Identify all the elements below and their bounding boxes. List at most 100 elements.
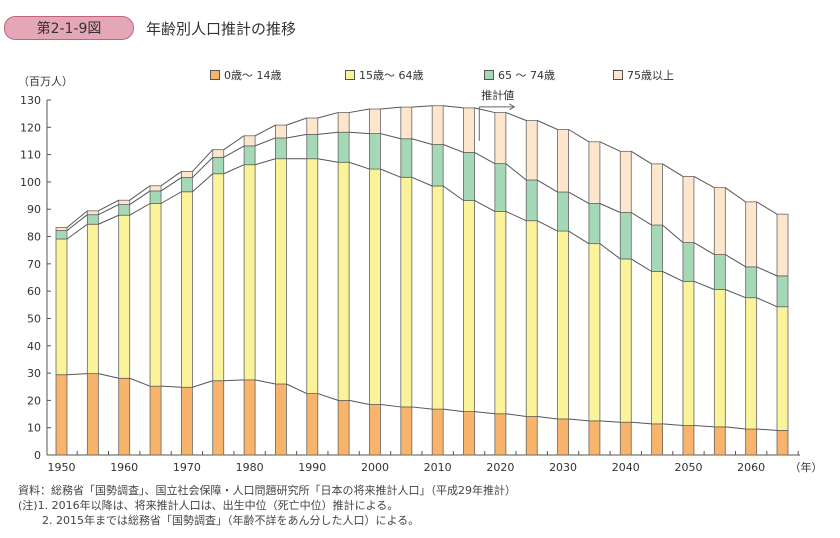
- bar-segment-15-64: [557, 230, 569, 420]
- bar-segment-75plus: [212, 149, 225, 158]
- connector-line: [254, 124, 276, 137]
- connector-line: [286, 133, 307, 139]
- connector-line: [568, 191, 590, 204]
- bar-segment-15-64: [713, 289, 726, 428]
- connector-line: [380, 403, 401, 408]
- x-tick-label: 2050: [674, 461, 702, 474]
- legend-item-65-74: 65 ～ 74歳: [484, 67, 555, 83]
- connector-line: [192, 149, 214, 172]
- bar-segment-15-64: [682, 280, 695, 426]
- bar-segment-0-14: [588, 420, 601, 456]
- bar-segment-65-74: [212, 156, 225, 175]
- connector-line: [286, 117, 307, 126]
- bar-segment-75plus: [525, 120, 538, 181]
- figure-number-badge: 第2-1-9図: [4, 16, 134, 40]
- connector-line: [662, 163, 684, 177]
- bar-segment-75plus: [713, 187, 726, 255]
- connector-line: [223, 145, 245, 158]
- connector-line: [693, 425, 715, 428]
- connector-line: [411, 138, 433, 145]
- bar-segment-65-74: [494, 163, 507, 212]
- connector-line: [254, 137, 276, 147]
- bar-segment-65-74: [776, 275, 789, 308]
- bar-segment-0-14: [776, 430, 789, 456]
- connector-line: [756, 297, 778, 308]
- y-tick-label: 60: [27, 285, 41, 298]
- bar-segment-65-74: [55, 230, 68, 240]
- bar-segment-15-64: [400, 176, 413, 408]
- bar-segment-75plus: [275, 124, 287, 139]
- bar-segment-75plus: [776, 213, 789, 277]
- y-tick-label: 10: [27, 422, 41, 435]
- bar-segment-15-64: [212, 173, 225, 382]
- bar-segment-65-74: [431, 144, 444, 187]
- connector-line: [630, 258, 652, 272]
- connector-line: [693, 242, 715, 255]
- connector-line: [442, 144, 464, 153]
- connector-line: [66, 210, 88, 228]
- x-tick-label: 2030: [549, 461, 577, 474]
- bar-segment-65-74: [651, 224, 664, 272]
- bar-segment-75plus: [619, 150, 632, 213]
- bar-segment-15-64: [431, 185, 444, 410]
- x-tick-label: 1970: [173, 461, 201, 474]
- x-tick-label: 1950: [48, 461, 76, 474]
- connector-line: [474, 200, 496, 212]
- connector-line: [223, 135, 245, 151]
- source-note: 資料：総務省「国勢調査」、国立社会保障・人口問題研究所「日本の将来推計人口」（平…: [18, 484, 516, 497]
- connector-line: [129, 185, 151, 201]
- note-2: 2. 2015年までは総務省「国勢調査」（年齢不詳をあん分した人口）による。: [42, 514, 420, 527]
- y-tick-label: 40: [27, 340, 41, 353]
- connector-line: [474, 411, 495, 415]
- connector-line: [380, 106, 401, 110]
- bar-segment-75plus: [180, 171, 193, 178]
- bar-segment-0-14: [651, 423, 664, 456]
- connector-line: [98, 204, 119, 216]
- bar-segment-15-64: [463, 200, 475, 412]
- x-axis-unit: （年）: [790, 460, 823, 474]
- bar-segment-0-14: [400, 406, 413, 456]
- connector-line: [129, 190, 151, 206]
- bar-segment-15-64: [651, 271, 664, 425]
- bar-segment-0-14: [682, 425, 695, 456]
- connector-line: [536, 179, 558, 193]
- bar-segment-75plus: [588, 141, 601, 204]
- connector-line: [317, 131, 339, 135]
- connector-line: [662, 224, 684, 243]
- connector-line: [693, 176, 715, 189]
- bar-segment-0-14: [212, 380, 225, 456]
- bar-segment-15-64: [525, 220, 538, 417]
- connector-line: [349, 108, 370, 114]
- projection-arrow-head-icon: [509, 103, 516, 111]
- bar-segment-0-14: [86, 373, 99, 456]
- bar-segment-0-14: [337, 399, 350, 456]
- connector-line: [192, 380, 213, 388]
- connector-line: [98, 214, 119, 225]
- connector-line: [725, 289, 746, 299]
- connector-line: [536, 220, 558, 232]
- bar-segment-75plus: [557, 129, 569, 193]
- connector-line: [725, 426, 746, 430]
- bar-segment-75plus: [55, 227, 68, 231]
- bar-segment-15-64: [337, 161, 350, 401]
- connector-line: [505, 413, 527, 417]
- connector-line: [349, 131, 370, 135]
- x-tick-label: 1980: [236, 461, 264, 474]
- connector-line: [254, 158, 276, 166]
- legend-label-15-64: 15歳～ 64歳: [359, 69, 424, 82]
- connector-line: [505, 163, 527, 181]
- connector-line: [160, 171, 182, 187]
- connector-line: [725, 254, 746, 268]
- connector-line: [192, 156, 214, 178]
- legend-label-0-14: 0歳～ 14歳: [224, 69, 282, 82]
- x-tick-label: 2040: [612, 461, 640, 474]
- connector-line: [662, 271, 684, 282]
- bar-segment-65-74: [682, 242, 695, 282]
- bar-segment-65-74: [86, 214, 99, 225]
- bar-segment-0-14: [55, 374, 68, 456]
- bar-segment-65-74: [713, 254, 726, 290]
- bar-segment-15-64: [86, 223, 99, 375]
- connector-line: [756, 266, 778, 277]
- connector-line: [411, 105, 433, 108]
